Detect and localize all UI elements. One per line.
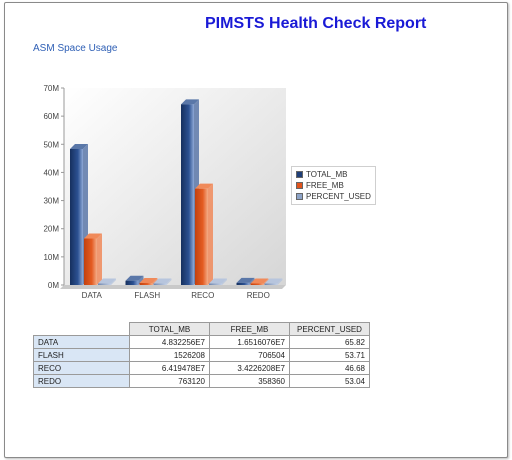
bar-front bbox=[98, 283, 111, 285]
table-corner-cell bbox=[33, 322, 130, 336]
table-row: DATA 4.832256E7 1.6516076E7 65.82 bbox=[33, 335, 370, 349]
table-row: REDO 763120 358360 53.04 bbox=[33, 374, 370, 388]
row-label: FLASH bbox=[33, 348, 130, 362]
cell-total: 4.832256E7 bbox=[129, 335, 210, 349]
bar-side bbox=[222, 278, 227, 285]
cell-total: 763120 bbox=[129, 374, 210, 388]
x-tick-label: REDO bbox=[247, 291, 270, 300]
legend-label-total: TOTAL_MB bbox=[306, 170, 348, 179]
y-tick-label: 50M bbox=[43, 140, 59, 149]
bar-front bbox=[181, 104, 194, 285]
bar-top bbox=[250, 278, 269, 284]
bar-side bbox=[138, 275, 144, 285]
bar-front bbox=[195, 188, 208, 285]
bar-front bbox=[139, 283, 153, 285]
chart-legend: TOTAL_MB FREE_MB PERCENT_USED bbox=[291, 166, 376, 205]
plot-background bbox=[64, 88, 286, 285]
bar-front bbox=[70, 149, 83, 285]
legend-label-free: FREE_MB bbox=[306, 181, 344, 190]
x-tick-label: RECO bbox=[191, 291, 214, 300]
bar-side bbox=[111, 278, 116, 285]
bar-top bbox=[209, 278, 227, 284]
col-header-total: TOTAL_MB bbox=[129, 322, 210, 336]
section-title: ASM Space Usage bbox=[33, 43, 118, 54]
bar-top bbox=[236, 277, 255, 283]
bar-top bbox=[195, 183, 213, 189]
bar-side bbox=[277, 278, 283, 285]
y-tick-label: 60M bbox=[43, 112, 59, 121]
asm-space-table: TOTAL_MB FREE_MB PERCENT_USED DATA 4.832… bbox=[33, 322, 370, 388]
y-tick-label: 30M bbox=[43, 197, 59, 206]
bar-top bbox=[125, 275, 144, 281]
cell-free: 358360 bbox=[209, 374, 290, 388]
bar-side bbox=[249, 277, 255, 285]
bar-front bbox=[264, 283, 278, 285]
y-tick-label: 10M bbox=[43, 253, 59, 262]
row-label: REDO bbox=[33, 374, 130, 388]
bar-side bbox=[166, 278, 172, 285]
y-tick-label: 0M bbox=[48, 281, 59, 290]
bar-percent_used-flash bbox=[153, 278, 172, 285]
bar-front bbox=[153, 283, 167, 285]
cell-percent: 53.04 bbox=[289, 374, 370, 388]
table-row: FLASH 1526208 706504 53.71 bbox=[33, 348, 370, 362]
report-title: PIMSTS Health Check Report bbox=[205, 15, 427, 32]
cell-free: 706504 bbox=[209, 348, 290, 362]
bar-total_mb-flash bbox=[125, 275, 144, 285]
bar-side bbox=[97, 233, 102, 285]
bar-percent_used-redo bbox=[264, 278, 283, 285]
legend-label-percent: PERCENT_USED bbox=[306, 192, 371, 201]
bar-front bbox=[125, 280, 139, 285]
cell-total: 1526208 bbox=[129, 348, 210, 362]
bar-front bbox=[236, 282, 250, 285]
bar-percent_used-data bbox=[98, 278, 116, 285]
y-tick-label: 20M bbox=[43, 225, 59, 234]
cell-free: 1.6516076E7 bbox=[209, 335, 290, 349]
legend-item-percent: PERCENT_USED bbox=[296, 191, 371, 202]
bar-top bbox=[264, 278, 283, 284]
bar-free_mb-reco bbox=[195, 183, 213, 285]
legend-swatch-free bbox=[296, 182, 303, 189]
cell-percent: 53.71 bbox=[289, 348, 370, 362]
legend-swatch-total bbox=[296, 171, 303, 178]
table-row: RECO 6.419478E7 3.4226208E7 46.68 bbox=[33, 361, 370, 375]
y-tick-label: 40M bbox=[43, 168, 59, 177]
col-header-percent: PERCENT_USED bbox=[289, 322, 370, 336]
legend-item-free: FREE_MB bbox=[296, 180, 371, 191]
bar-front bbox=[250, 283, 264, 285]
cell-free: 3.4226208E7 bbox=[209, 361, 290, 375]
bar-free_mb-data bbox=[84, 233, 102, 285]
bar-top bbox=[70, 144, 88, 150]
bar-top bbox=[153, 278, 172, 284]
bar-top bbox=[181, 99, 199, 105]
bar-top bbox=[84, 233, 102, 239]
bar-side bbox=[208, 183, 213, 285]
bar-top bbox=[98, 278, 116, 284]
bar-front bbox=[209, 283, 222, 285]
asm-space-chart: 0M 10M 20M 30M 40M 50M 60M 70M DATA FLASH RECO REDO bbox=[43, 84, 286, 300]
cell-percent: 46.68 bbox=[289, 361, 370, 375]
x-tick-label: DATA bbox=[82, 291, 103, 300]
bar-total_mb-redo bbox=[236, 277, 255, 285]
y-tick-label: 70M bbox=[43, 84, 59, 93]
x-tick-label: FLASH bbox=[134, 291, 160, 300]
legend-item-total: TOTAL_MB bbox=[296, 169, 371, 180]
col-header-free: FREE_MB bbox=[209, 322, 290, 336]
plot-floor bbox=[60, 285, 286, 289]
bar-percent_used-reco bbox=[209, 278, 227, 285]
legend-swatch-percent bbox=[296, 193, 303, 200]
row-label: DATA bbox=[33, 335, 130, 349]
table-header-row: TOTAL_MB FREE_MB PERCENT_USED bbox=[33, 322, 370, 336]
cell-total: 6.419478E7 bbox=[129, 361, 210, 375]
row-label: RECO bbox=[33, 361, 130, 375]
bar-top bbox=[139, 278, 158, 284]
bar-front bbox=[84, 238, 97, 285]
cell-percent: 65.82 bbox=[289, 335, 370, 349]
